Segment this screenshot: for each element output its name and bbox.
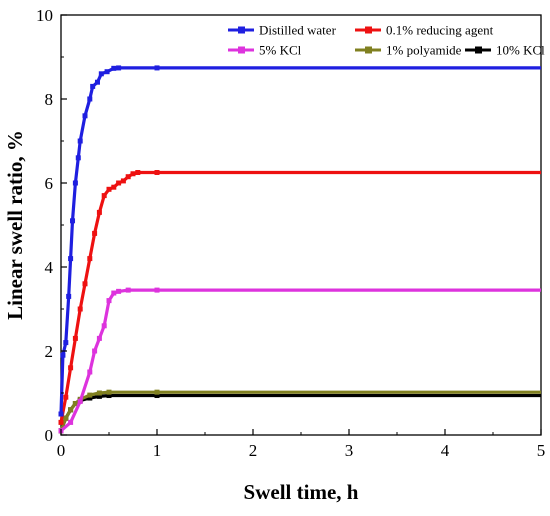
data-point-3-1 [63,415,69,421]
data-point-2-11 [154,287,160,293]
legend: Distilled water 0.1% reducing agent 5% KCl… [228,23,545,58]
data-point-2-4 [92,348,98,354]
data-point-2-7 [106,298,112,304]
x-tick-label-3: 3 [345,441,354,460]
legend-marker-3 [365,46,372,54]
data-point-0-9 [82,113,88,119]
data-point-1-14 [125,174,131,180]
data-point-0-13 [98,71,104,77]
data-point-2-3 [87,369,93,375]
data-point-2-9 [116,288,122,294]
y-tick-label-3: 6 [45,174,54,193]
data-point-0-5 [70,218,76,224]
data-point-0-15 [111,65,117,71]
data-point-1-16 [135,170,141,175]
data-point-0-14 [104,69,110,75]
series-2 [58,287,541,434]
legend-marker-0 [238,26,245,34]
y-tick-label-0: 0 [45,426,54,445]
legend-label-0: Distilled water [259,23,337,38]
series-line-0 [59,66,541,415]
data-point-0-2 [63,340,69,346]
data-point-1-2 [68,365,74,371]
data-point-3-5 [87,392,93,398]
data-point-1-7 [92,230,98,236]
data-point-1-1 [63,394,69,400]
legend-label-4: 10% KCl [496,43,545,58]
data-point-1-4 [77,306,83,312]
data-point-1-12 [116,180,122,186]
data-point-1-15 [130,171,136,177]
legend-marker-2 [238,46,245,54]
data-point-0-17 [154,65,160,71]
series-line-1 [59,170,541,423]
tick-layer: 0 1 2 3 4 5 0 2 4 6 8 10 [36,6,545,460]
legend-marker-1 [365,26,372,34]
data-point-2-5 [96,335,102,341]
y-tick-label-5: 10 [36,6,53,25]
data-point-1-13 [120,178,126,184]
data-point-1-6 [87,256,93,262]
series-0 [58,65,541,417]
data-point-1-11 [111,184,117,190]
data-point-1-9 [101,193,107,199]
data-point-0-12 [94,79,100,85]
series-layer [58,65,541,434]
data-point-3-7 [106,389,112,395]
x-tick-label-2: 2 [249,441,258,460]
data-point-1-3 [72,335,78,341]
data-point-3-3 [72,401,78,406]
data-point-1-17 [154,170,160,175]
y-tick-label-2: 4 [45,258,54,277]
data-point-4-7 [106,393,112,399]
legend-marker-4 [475,46,482,54]
y-axis-title: Linear swell ratio, % [3,130,27,320]
data-point-1-0 [58,419,64,425]
data-point-3-6 [96,390,102,396]
data-point-1-10 [106,186,112,192]
x-tick-label-0: 0 [57,441,66,460]
data-point-4-5 [87,395,93,401]
y-tick-label-1: 2 [45,342,54,361]
legend-label-3: 1% polyamide [386,43,462,58]
series-line-3 [59,390,541,432]
data-point-3-2 [68,407,74,413]
legend-label-1: 0.1% reducing agent [386,23,494,38]
y-tick-label-4: 8 [45,90,54,109]
data-point-0-1 [60,352,66,358]
data-point-3-8 [154,389,160,395]
data-point-2-10 [125,287,131,293]
data-point-0-16 [116,65,122,71]
series-1 [58,170,541,425]
x-tick-label-4: 4 [441,441,450,460]
plot-frame [60,14,542,436]
data-point-2-6 [101,323,107,329]
data-point-2-1 [68,419,74,425]
data-point-0-3 [66,293,72,299]
data-point-2-8 [111,290,117,296]
data-point-1-5 [82,281,88,287]
data-point-0-7 [75,155,81,161]
series-4 [58,393,541,434]
data-point-2-2 [77,398,83,404]
data-point-0-0 [58,411,64,417]
series-line-4 [59,393,541,432]
data-point-1-8 [96,209,102,215]
x-tick-label-5: 5 [537,441,546,460]
data-point-0-8 [77,138,83,144]
data-point-0-4 [68,256,74,262]
legend-label-2: 5% KCl [259,43,302,58]
data-point-4-8 [154,393,160,399]
data-point-0-10 [87,96,93,102]
x-tick-label-1: 1 [153,441,162,460]
data-point-0-6 [72,180,78,186]
x-axis-title: Swell time, h [244,480,359,504]
data-point-0-11 [90,83,96,89]
series-line-2 [59,288,541,433]
data-point-4-6 [96,393,102,399]
